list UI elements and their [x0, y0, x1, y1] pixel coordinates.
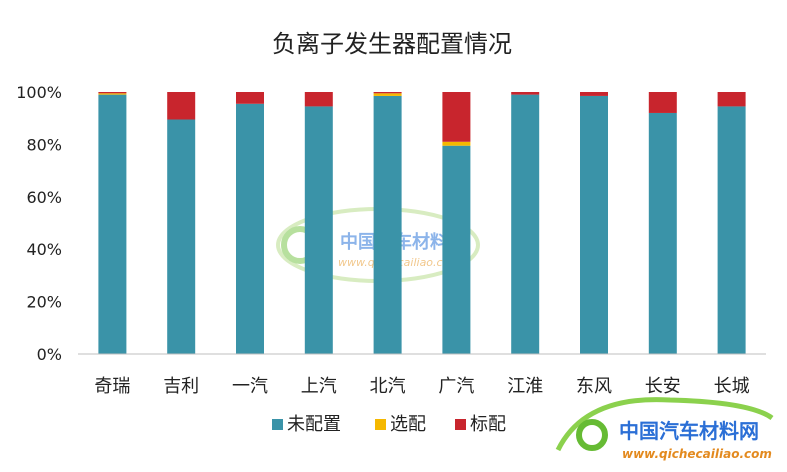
y-tick-label: 80%: [26, 135, 62, 154]
bar-segment: [373, 93, 402, 96]
bar-segment: [167, 92, 196, 120]
x-tick-label: 北汽: [370, 376, 406, 397]
x-tick-label: 奇瑞: [94, 376, 130, 397]
watermark-center-cn: 中国汽车材料网: [340, 231, 466, 253]
watermark-corner: 中国汽车材料网 www.qichecailiao.com: [555, 397, 774, 461]
axis-layer: 奇瑞 吉利 一汽 上汽 北汽 广汽 江淮 东风 长安 长城 0% 20% 40% 60% 80% 100%: [16, 83, 766, 397]
bar-segment: [98, 93, 127, 95]
bar-segment: [442, 145, 471, 354]
legend-swatch: [455, 419, 466, 430]
bar-segment: [717, 92, 746, 107]
bar-segment: [304, 92, 333, 107]
bar-segment: [236, 103, 264, 354]
bar-segment: [373, 92, 402, 94]
bar-segment: [304, 106, 333, 354]
y-tick-label: 60%: [26, 188, 62, 207]
bar-segment: [442, 141, 471, 146]
x-tick-label: 长安: [645, 376, 681, 397]
legend-label: 标配: [470, 414, 506, 435]
watermark-corner-cn: 中国汽车材料网: [619, 419, 759, 443]
legend-label: 未配置: [287, 414, 341, 435]
y-tick-label: 20%: [26, 293, 62, 312]
legend-swatch: [272, 419, 283, 430]
y-tick-label: 100%: [16, 83, 62, 102]
x-tick-label: 上汽: [301, 376, 337, 397]
y-tick-label: 40%: [26, 240, 62, 259]
bar-segment: [236, 92, 264, 104]
y-tick-label: 0%: [37, 345, 62, 364]
bar-segment: [98, 94, 127, 355]
bar-segment: [373, 95, 402, 355]
chart-title: 负离子发生器配置情况: [272, 30, 512, 58]
bar-segment: [580, 92, 608, 96]
x-tick-label: 广汽: [438, 376, 474, 397]
bar-segment: [98, 92, 127, 94]
bar-segment: [511, 92, 540, 95]
watermark-corner-swoosh: [555, 397, 774, 452]
legend-swatch: [375, 419, 386, 430]
bar-segment: [167, 119, 196, 354]
x-tick-label: 东风: [576, 376, 612, 397]
bar-segment: [717, 106, 746, 354]
watermark-corner-url: www.qichecailiao.com: [622, 447, 772, 461]
legend-label: 选配: [390, 414, 426, 435]
x-tick-label: 长城: [714, 376, 750, 397]
x-tick-label: 一汽: [232, 376, 268, 397]
x-tick-label: 江淮: [507, 376, 543, 397]
bar-segment: [511, 94, 540, 355]
bars-layer: [98, 92, 746, 355]
bar-segment: [648, 92, 677, 113]
legend: 未配置 选配 标配: [272, 414, 506, 435]
bar-segment: [442, 92, 471, 142]
x-tick-label: 吉利: [163, 376, 199, 397]
bar-segment: [580, 95, 608, 355]
bar-segment: [648, 112, 677, 355]
watermark-corner-logo-icon: [576, 419, 608, 451]
